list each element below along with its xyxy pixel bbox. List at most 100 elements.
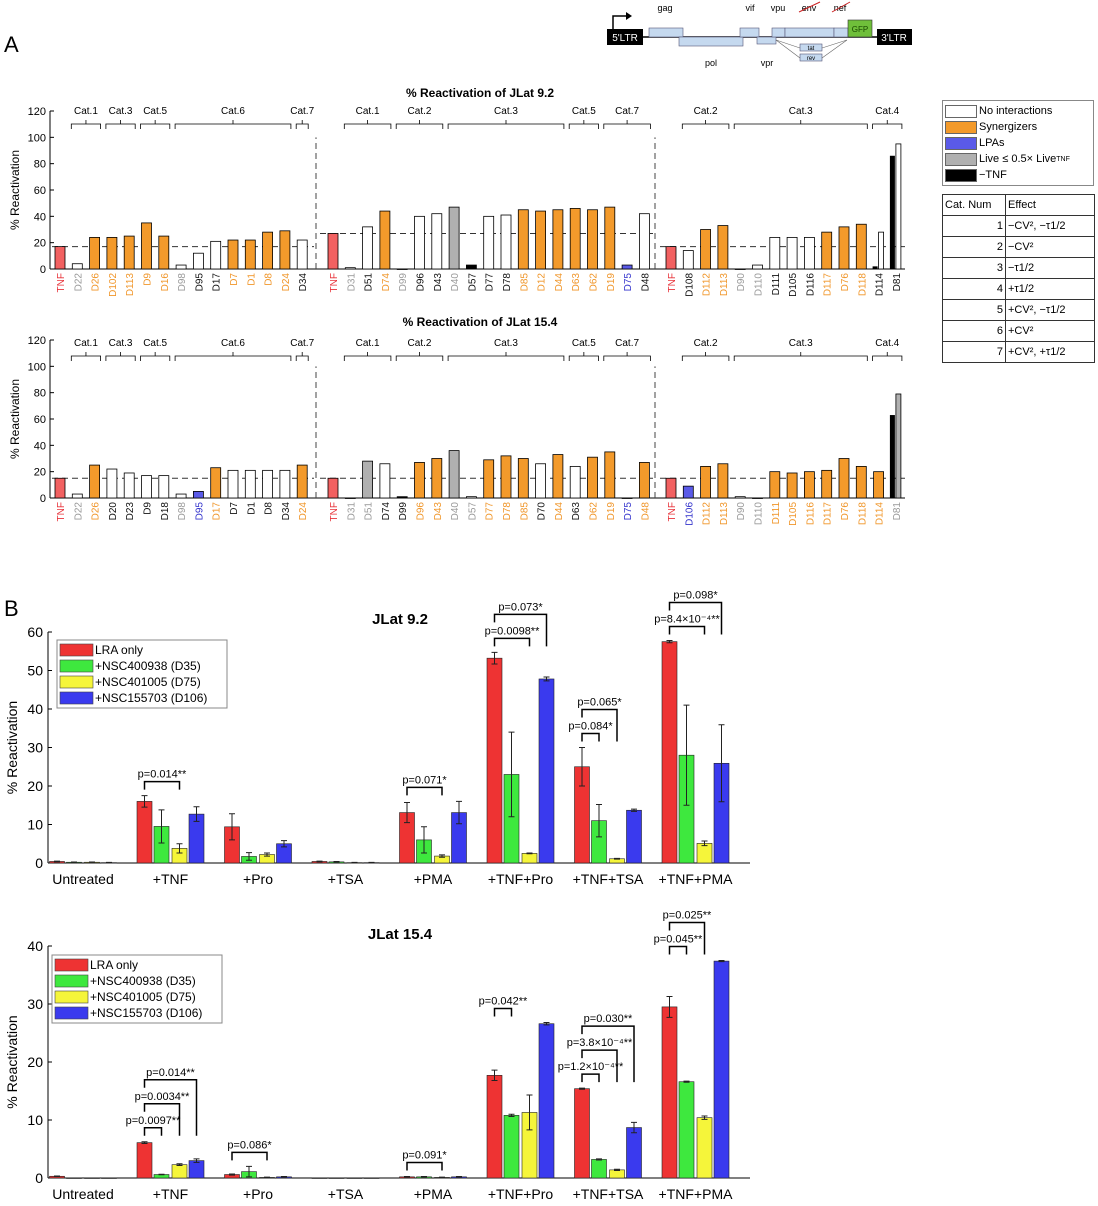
category-label: Cat.5 bbox=[143, 106, 167, 117]
category-bracket bbox=[174, 352, 292, 361]
category-label: Cat.3 bbox=[109, 106, 133, 117]
bar bbox=[262, 231, 274, 270]
category-bracket bbox=[733, 352, 868, 361]
x-tick-label: D85 bbox=[519, 502, 530, 521]
gag-label: gag bbox=[657, 3, 672, 13]
bar bbox=[71, 263, 83, 270]
category-label: Cat.5 bbox=[572, 106, 596, 117]
category-bracket bbox=[343, 352, 392, 361]
bar bbox=[587, 456, 598, 499]
x-tick-label: D111 bbox=[771, 273, 782, 296]
bar bbox=[486, 657, 503, 864]
vif-box bbox=[739, 27, 760, 38]
bar bbox=[188, 1160, 205, 1179]
bar-minus-tnf bbox=[889, 415, 895, 498]
x-tick-label: +TNF+Pro bbox=[488, 871, 554, 887]
y-tick-label: 100 bbox=[28, 132, 46, 144]
cat-num: 1 bbox=[942, 215, 1006, 237]
bar bbox=[175, 493, 187, 499]
x-tick-label: D51 bbox=[364, 502, 375, 521]
x-tick-label: D110 bbox=[754, 502, 765, 526]
x-tick-label: D22 bbox=[73, 502, 84, 521]
bar bbox=[838, 458, 850, 499]
bar bbox=[84, 1177, 100, 1179]
error-bar bbox=[631, 808, 637, 812]
y-tick-label: 20 bbox=[27, 778, 43, 794]
cat-num: 5 bbox=[942, 299, 1006, 321]
x-tick-label: D116 bbox=[805, 273, 816, 297]
error-bar bbox=[614, 1168, 620, 1171]
bar bbox=[665, 477, 677, 499]
bar bbox=[362, 226, 374, 270]
category-label: Cat.2 bbox=[694, 338, 718, 349]
x-tick-label: D112 bbox=[702, 273, 713, 297]
ltr3-box bbox=[877, 29, 912, 45]
legend-swatch bbox=[945, 120, 977, 134]
legend-label: +NSC400938 (D35) bbox=[95, 659, 201, 673]
bar bbox=[106, 236, 118, 270]
category-label: Cat.3 bbox=[789, 106, 813, 117]
legend-swatch bbox=[945, 152, 977, 166]
cat-num: 4 bbox=[942, 278, 1006, 300]
bar bbox=[158, 235, 170, 270]
error-bar bbox=[141, 1141, 148, 1144]
x-tick-label: D17 bbox=[212, 273, 223, 292]
x-tick-label: Untreated bbox=[52, 871, 113, 887]
error-bar bbox=[439, 1176, 445, 1179]
pol-label: pol bbox=[705, 58, 717, 68]
error-bar bbox=[246, 852, 252, 861]
significance-bracket bbox=[143, 1103, 181, 1136]
y-tick-label: 80 bbox=[34, 388, 46, 400]
category-label: Cat.7 bbox=[615, 106, 639, 117]
p-value-label: p=0.0034** bbox=[135, 1091, 190, 1103]
y-tick-label: 120 bbox=[28, 335, 46, 347]
p-value-label: p=0.025** bbox=[663, 910, 712, 922]
bar bbox=[661, 641, 678, 864]
bar bbox=[192, 252, 204, 270]
bar bbox=[552, 454, 564, 499]
x-tick-label: D17 bbox=[212, 502, 223, 521]
error-bar bbox=[631, 1121, 637, 1134]
x-tick-label: D76 bbox=[840, 273, 851, 292]
x-tick-label: D18 bbox=[160, 502, 171, 521]
bar bbox=[279, 469, 291, 499]
bar bbox=[604, 206, 616, 270]
bar bbox=[279, 230, 291, 270]
bar bbox=[136, 801, 153, 864]
significance-bracket bbox=[668, 601, 723, 635]
bar bbox=[171, 1164, 188, 1179]
error-bar bbox=[666, 639, 673, 644]
bar bbox=[591, 1159, 607, 1179]
x-tick-label: +TNF+TSA bbox=[573, 871, 644, 887]
x-tick-label: D117 bbox=[823, 273, 834, 297]
cat-effect: +CV², −τ1/2 bbox=[1005, 299, 1095, 321]
y-tick-label: 30 bbox=[27, 740, 43, 756]
x-tick-label: D1 bbox=[246, 273, 257, 286]
category-label: Cat.6 bbox=[221, 338, 245, 349]
vpr-box bbox=[756, 36, 777, 45]
x-tick-label: D34 bbox=[281, 502, 292, 521]
significance-bracket bbox=[493, 637, 531, 647]
error-bar bbox=[176, 1163, 183, 1167]
bar bbox=[696, 843, 713, 864]
bar bbox=[517, 209, 529, 270]
bar bbox=[158, 475, 170, 499]
x-tick-label: D105 bbox=[788, 502, 799, 526]
p-value-label: p=0.014** bbox=[146, 1067, 195, 1079]
x-tick-label: D51 bbox=[364, 273, 375, 292]
cat-num: 6 bbox=[942, 320, 1006, 342]
p-value-label: p=0.086* bbox=[227, 1139, 272, 1151]
bar bbox=[769, 471, 781, 499]
category-bracket bbox=[395, 352, 444, 361]
x-tick-label: D113 bbox=[719, 502, 730, 526]
error-bar bbox=[158, 1173, 165, 1176]
bar bbox=[123, 235, 135, 270]
x-tick-label: TNF bbox=[56, 502, 67, 521]
bar bbox=[661, 1006, 678, 1179]
x-tick-label: D118 bbox=[857, 273, 868, 297]
bar bbox=[682, 485, 694, 499]
bar bbox=[713, 960, 730, 1179]
bar bbox=[626, 809, 642, 864]
bar bbox=[448, 206, 460, 270]
genome-schematic: 5'LTR 3'LTR GFP tat rev gag pol vif vpr … bbox=[607, 1, 912, 68]
